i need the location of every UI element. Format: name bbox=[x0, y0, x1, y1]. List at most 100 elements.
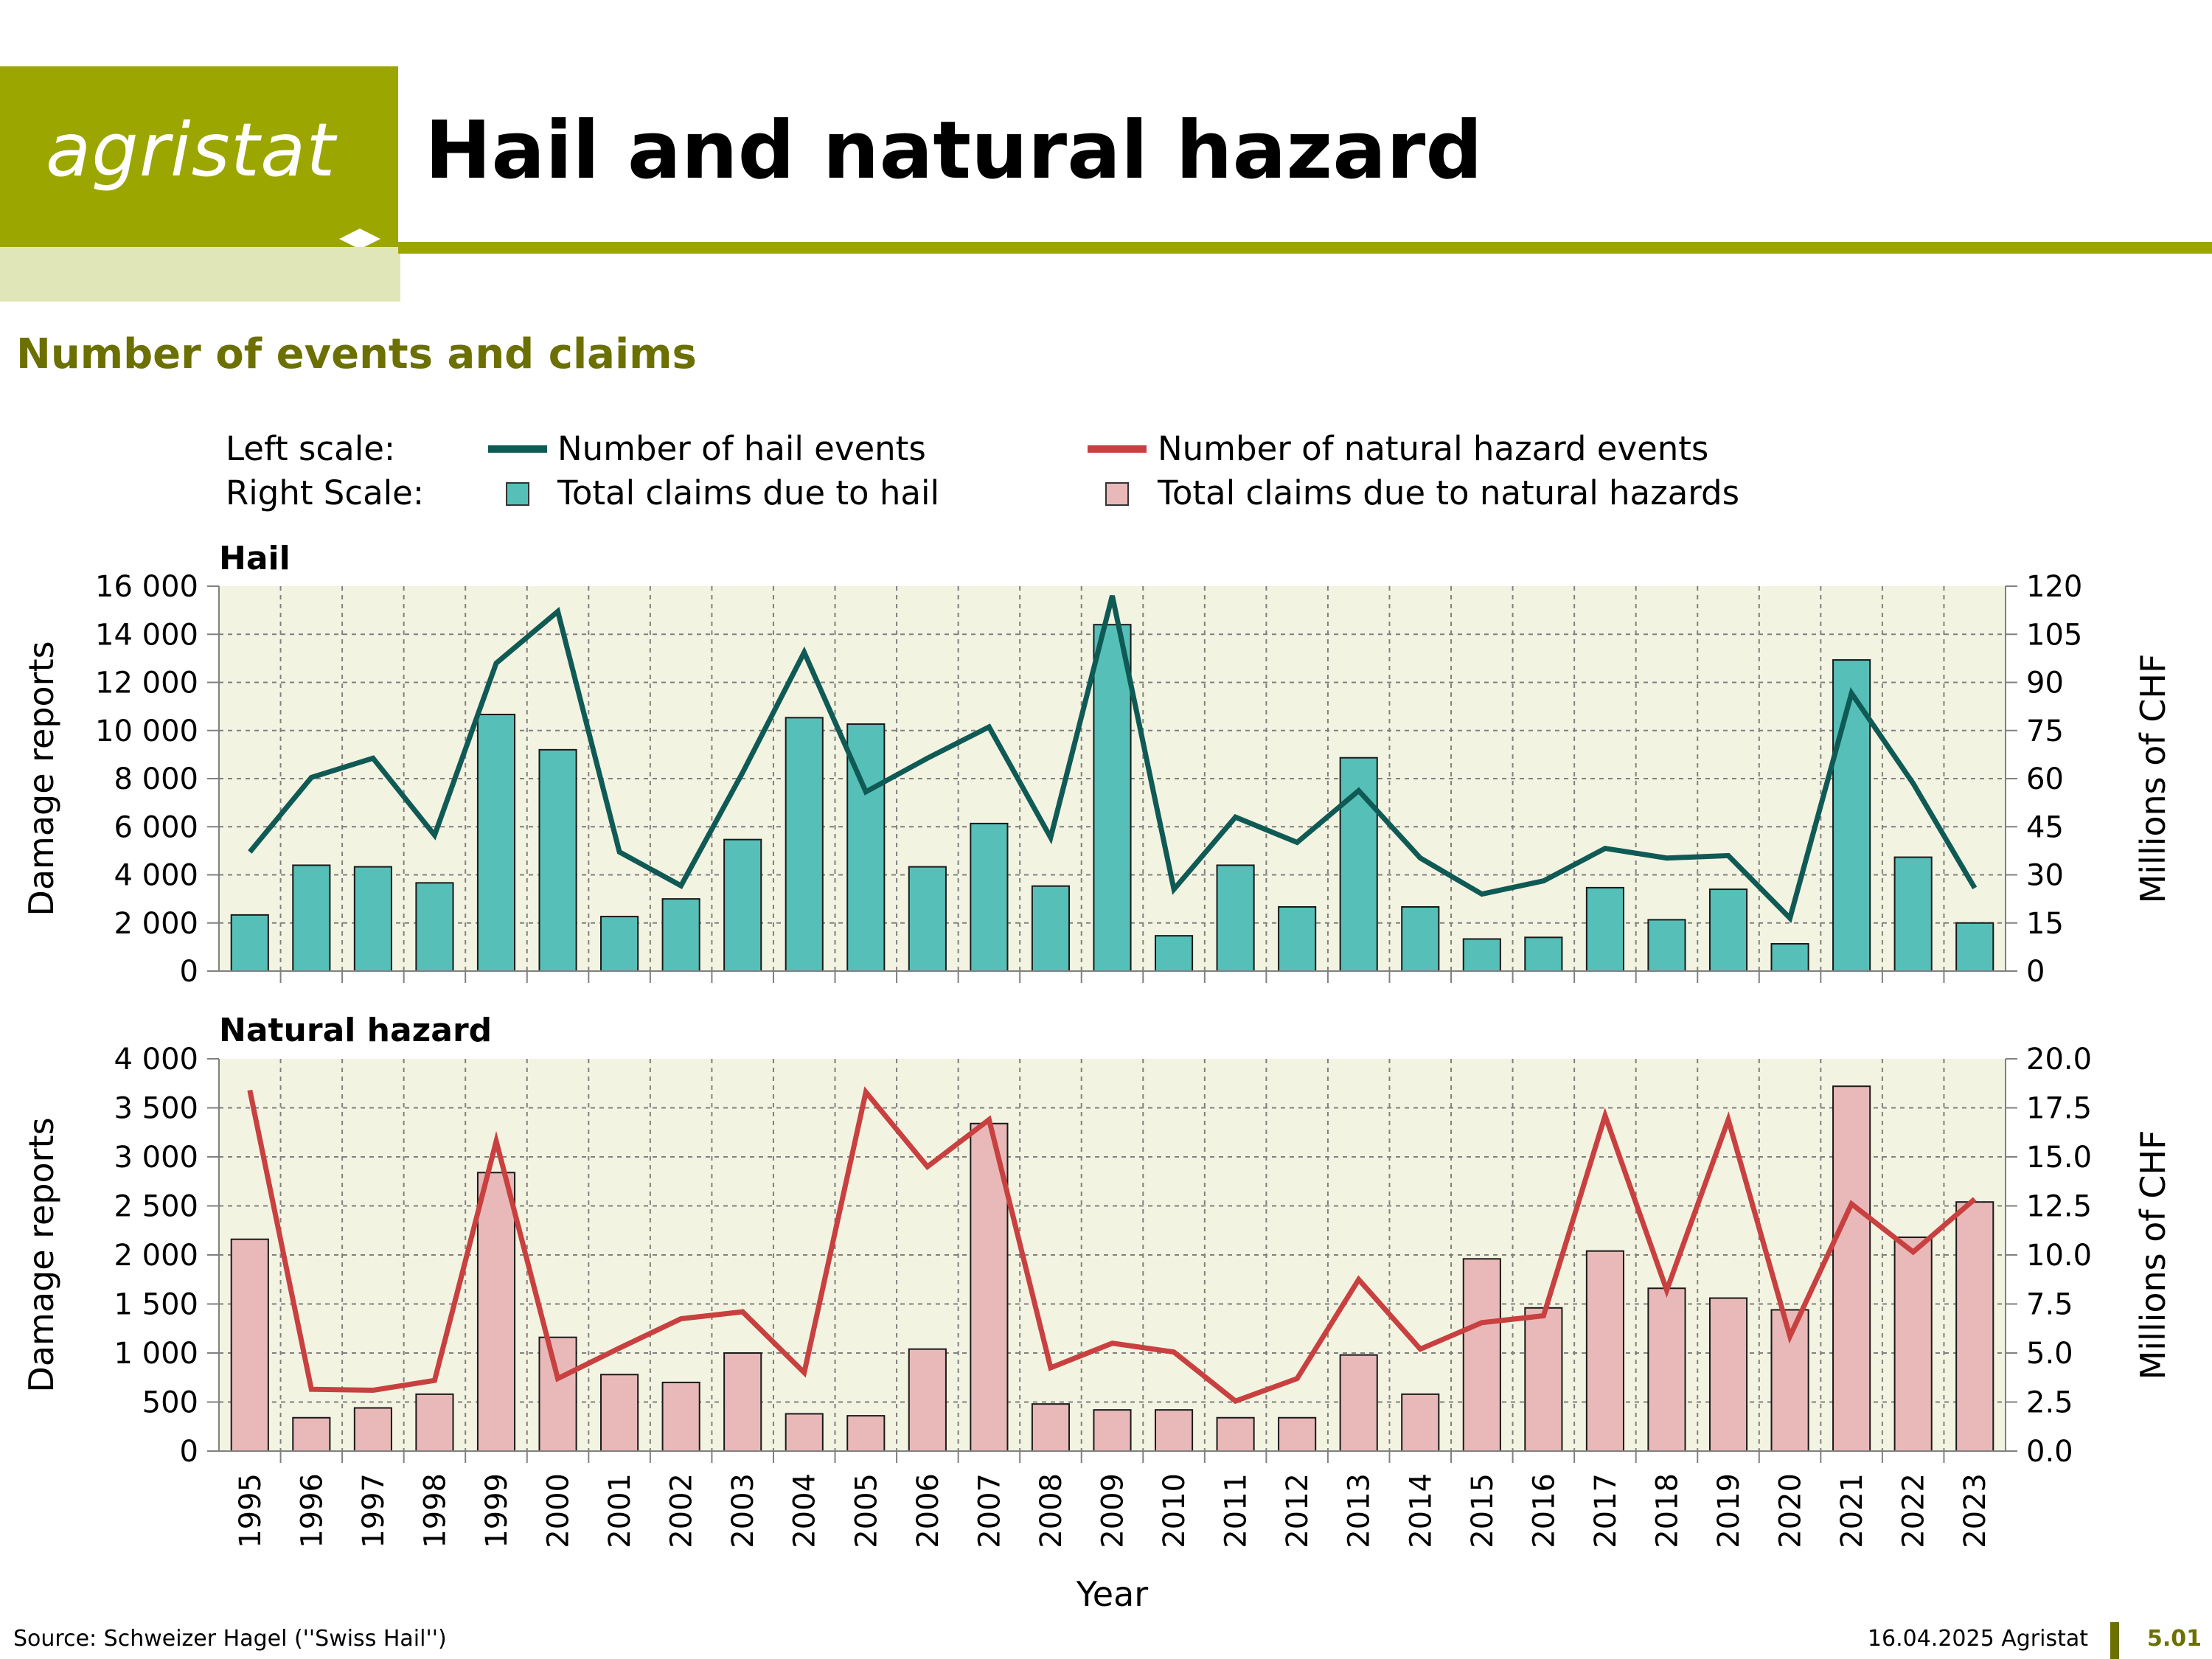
year-tick-label: 2016 bbox=[1527, 1473, 1561, 1548]
logo-shade bbox=[0, 247, 400, 302]
hazard-claims-bar bbox=[600, 1374, 639, 1453]
hail-right-tick-label: 0 bbox=[2026, 955, 2045, 989]
year-tick-label: 2011 bbox=[1220, 1473, 1253, 1548]
hazard-panel-title: Natural hazard bbox=[219, 1012, 492, 1049]
hail-claims-bar bbox=[1278, 906, 1317, 972]
hazard-claims-bar bbox=[415, 1393, 454, 1452]
hail-claims-bar bbox=[1093, 624, 1132, 972]
section-title: Number of events and claims bbox=[16, 330, 697, 378]
hazard-right-tick-label: 2.5 bbox=[2026, 1386, 2073, 1420]
legend-left-scale-label: Left scale: bbox=[226, 429, 396, 468]
hazard-left-tick-label: 2 000 bbox=[114, 1239, 198, 1273]
hail-claims-bar bbox=[415, 882, 454, 972]
year-tick-label: 2008 bbox=[1034, 1473, 1068, 1548]
hail-claims-bar bbox=[230, 914, 269, 972]
legend-hail-claims: Total claims due to hail bbox=[557, 473, 939, 512]
year-tick-label: 2015 bbox=[1466, 1473, 1500, 1548]
hazard-left-tick-label: 1 000 bbox=[114, 1337, 198, 1371]
hazard-claims-bar bbox=[1955, 1201, 1994, 1453]
hail-claims-bar bbox=[353, 866, 392, 972]
hail-claims-bar bbox=[600, 916, 639, 973]
hazard-claims-bar bbox=[1708, 1297, 1748, 1453]
hazard-right-tick-label: 10.0 bbox=[2026, 1239, 2092, 1273]
hail-left-tick-label: 16 000 bbox=[95, 570, 198, 604]
hazard-claims-bar bbox=[1770, 1309, 1809, 1452]
hazard-right-tick-label: 20.0 bbox=[2026, 1043, 2092, 1077]
page-number: 5.01 bbox=[2147, 1626, 2202, 1652]
year-tick-label: 1995 bbox=[234, 1473, 268, 1548]
hazard-left-tick-label: 2 500 bbox=[114, 1190, 198, 1224]
legend-hazard-claims: Total claims due to natural hazards bbox=[1158, 473, 1740, 512]
hail-claims-bar bbox=[661, 898, 700, 972]
hazard-claims-bar bbox=[1278, 1416, 1317, 1453]
chart-legend: Left scale: Right Scale: Number of hail … bbox=[0, 0, 2212, 531]
legend-hail-bar-swatch bbox=[506, 482, 529, 506]
hazard-claims-bar bbox=[538, 1336, 577, 1452]
hazard-right-axis-title: Millions of CHF bbox=[2133, 1130, 2173, 1380]
hail-claims-bar bbox=[1462, 938, 1501, 972]
year-tick-label: 2002 bbox=[665, 1473, 699, 1548]
hazard-right-tick-label: 12.5 bbox=[2026, 1190, 2092, 1224]
year-tick-label: 2023 bbox=[1958, 1473, 1992, 1548]
hail-claims-bar bbox=[1708, 888, 1748, 972]
footer-bar bbox=[2110, 1622, 2119, 1659]
year-tick-label: 2012 bbox=[1281, 1473, 1315, 1548]
year-tick-label: 2003 bbox=[726, 1473, 760, 1548]
hail-claims-bar bbox=[1647, 919, 1686, 973]
hail-claims-bar bbox=[538, 748, 577, 972]
hazard-left-tick-label: 500 bbox=[142, 1386, 198, 1420]
year-tick-label: 2010 bbox=[1158, 1473, 1192, 1548]
hail-claims-bar bbox=[1216, 864, 1255, 972]
legend-hail-line-swatch bbox=[488, 445, 547, 453]
year-tick-label: 2006 bbox=[911, 1473, 945, 1548]
hail-claims-bar bbox=[1524, 936, 1563, 972]
hazard-claims-bar bbox=[1093, 1409, 1132, 1453]
hazard-claims-bar bbox=[1585, 1250, 1624, 1453]
year-tick-label: 2013 bbox=[1343, 1473, 1377, 1548]
year-tick-label: 2020 bbox=[1774, 1473, 1808, 1548]
hail-left-tick-label: 12 000 bbox=[95, 667, 198, 700]
hail-left-tick-label: 10 000 bbox=[95, 714, 198, 748]
hazard-left-tick-label: 1 500 bbox=[114, 1288, 198, 1322]
hail-claims-bar bbox=[1832, 659, 1871, 972]
footer-date: 16.04.2025 Agristat bbox=[1867, 1626, 2088, 1652]
year-tick-label: 1999 bbox=[480, 1473, 514, 1548]
hazard-left-tick-label: 4 000 bbox=[114, 1043, 198, 1077]
year-tick-label: 2014 bbox=[1404, 1473, 1438, 1548]
hazard-right-tick-label: 5.0 bbox=[2026, 1337, 2073, 1371]
legend-hazard-bar-swatch bbox=[1105, 482, 1129, 506]
hail-events-line bbox=[248, 595, 1978, 923]
hazard-right-tick-label: 0.0 bbox=[2026, 1435, 2073, 1469]
header-rule bbox=[398, 242, 2212, 254]
hazard-left-tick-label: 0 bbox=[180, 1435, 198, 1469]
hail-right-tick-label: 60 bbox=[2026, 762, 2064, 796]
hazard-claims-bar bbox=[723, 1352, 762, 1452]
hail-left-tick-label: 14 000 bbox=[95, 618, 198, 652]
hazard-claims-bar bbox=[1154, 1409, 1194, 1453]
hail-claims-bar bbox=[723, 838, 762, 973]
hail-right-tick-label: 30 bbox=[2026, 859, 2064, 893]
hazard-claims-bar bbox=[1462, 1258, 1501, 1452]
legend-hail-events: Number of hail events bbox=[557, 429, 926, 468]
logo-diamonds-icon bbox=[339, 229, 380, 247]
year-tick-label: 2001 bbox=[603, 1473, 637, 1548]
hail-claims-bar bbox=[1401, 906, 1440, 972]
year-tick-label: 2017 bbox=[1589, 1473, 1623, 1548]
hail-left-tick-label: 2 000 bbox=[114, 907, 198, 941]
hazard-claims-bar bbox=[908, 1348, 947, 1453]
hail-right-tick-label: 120 bbox=[2026, 570, 2082, 604]
hazard-claims-bar bbox=[785, 1413, 824, 1452]
year-tick-label: 2005 bbox=[849, 1473, 883, 1548]
hail-claims-bar bbox=[1955, 922, 1994, 972]
hail-claims-bar bbox=[785, 717, 824, 972]
logo-text: agristat bbox=[46, 107, 336, 193]
footer-source: Source: Schweizer Hagel (''Swiss Hail'') bbox=[13, 1626, 447, 1652]
year-tick-label: 2021 bbox=[1835, 1473, 1869, 1548]
year-tick-label: 2019 bbox=[1712, 1473, 1746, 1548]
year-tick-label: 1996 bbox=[295, 1473, 329, 1548]
hazard-claims-bar bbox=[1893, 1237, 1933, 1453]
hazard-claims-bar bbox=[846, 1415, 886, 1452]
hazard-claims-bar bbox=[292, 1416, 331, 1453]
hail-right-tick-label: 45 bbox=[2026, 810, 2064, 844]
